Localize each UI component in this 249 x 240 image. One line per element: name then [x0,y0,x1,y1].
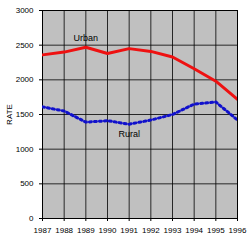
svg-text:Rural: Rural [118,129,140,139]
svg-text:1987: 1987 [34,226,52,235]
svg-text:3000: 3000 [16,6,34,15]
svg-text:500: 500 [20,179,34,188]
svg-text:Urban: Urban [74,33,99,43]
svg-text:1992: 1992 [142,226,160,235]
svg-text:1000: 1000 [16,145,34,154]
svg-text:1995: 1995 [207,226,225,235]
svg-text:1991: 1991 [120,226,138,235]
svg-text:1989: 1989 [77,226,95,235]
svg-text:2000: 2000 [16,75,34,84]
svg-text:1988: 1988 [55,226,73,235]
svg-text:2500: 2500 [16,41,34,50]
svg-text:0: 0 [29,214,34,223]
svg-text:1990: 1990 [99,226,117,235]
svg-text:1993: 1993 [164,226,182,235]
svg-text:1994: 1994 [185,226,203,235]
svg-text:1500: 1500 [16,110,34,119]
svg-text:1996: 1996 [229,226,247,235]
svg-text:RATE: RATE [5,104,14,125]
